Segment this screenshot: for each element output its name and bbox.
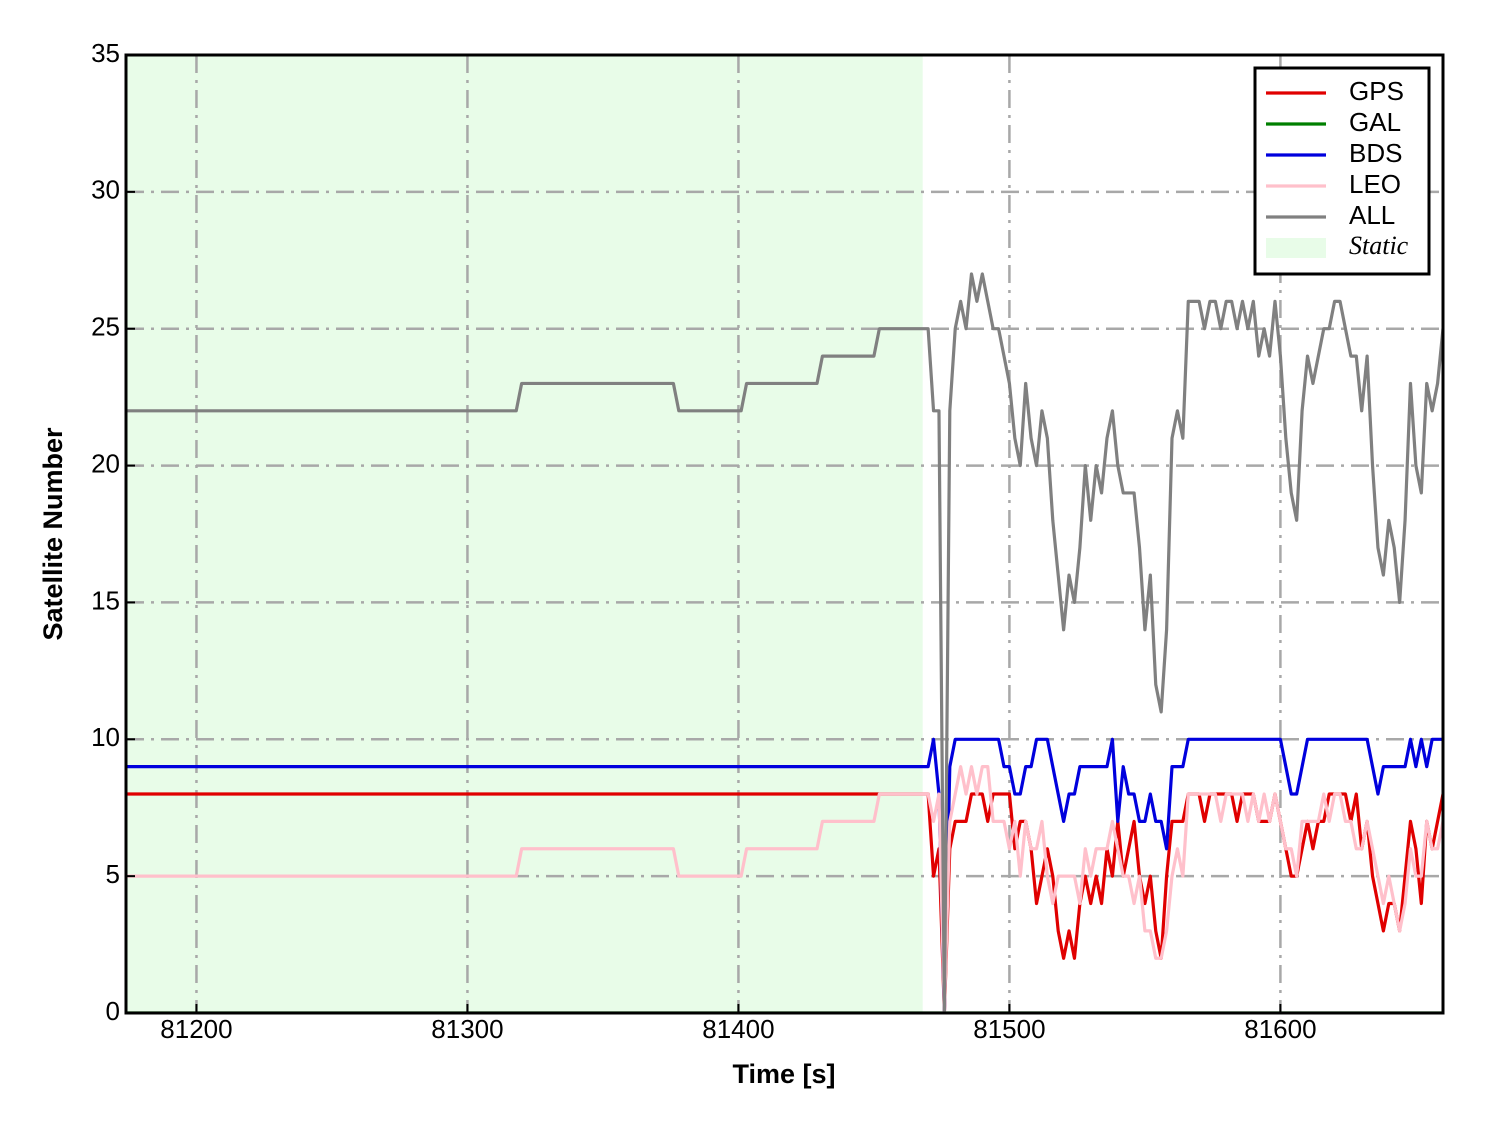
legend-label: ALL [1349, 200, 1395, 230]
y-tick-label: 20 [91, 448, 120, 478]
legend-label: LEO [1349, 169, 1401, 199]
x-tick-label: 81600 [1244, 1014, 1316, 1044]
y-axis-label: Satellite Number [38, 427, 68, 641]
series-line [126, 272, 1443, 1013]
legend-label: Static [1349, 231, 1409, 260]
legend-swatch [1266, 238, 1326, 258]
y-tick-label: 15 [91, 585, 120, 615]
plot-background [126, 55, 923, 1013]
y-tick-label: 0 [106, 996, 120, 1026]
legend-label: GPS [1349, 76, 1404, 106]
series-line [126, 737, 1443, 1013]
x-tick-label: 81300 [431, 1014, 503, 1044]
x-tick-label: 81400 [702, 1014, 774, 1044]
static-span [126, 55, 923, 1013]
y-tick-label: 35 [91, 38, 120, 68]
axes: 81200 81300 81400 81500 81600 0 5 10 15 20 25 30 35 [91, 38, 1445, 1044]
x-tick-label: 81200 [160, 1014, 232, 1044]
x-tick-label: 81500 [973, 1014, 1045, 1044]
y-tick-label: 30 [91, 175, 120, 205]
series-line [126, 792, 1443, 1013]
series-line [126, 765, 1443, 1013]
legend-label: BDS [1349, 138, 1402, 168]
y-tick-label: 10 [91, 722, 120, 752]
legend-label: GAL [1349, 107, 1401, 137]
plot-frame [124, 53, 1445, 1015]
x-axis-label: Time [s] [732, 1059, 835, 1089]
lines [126, 272, 1443, 1013]
y-tick-label: 5 [106, 859, 120, 889]
y-tick-label: 25 [91, 312, 120, 342]
